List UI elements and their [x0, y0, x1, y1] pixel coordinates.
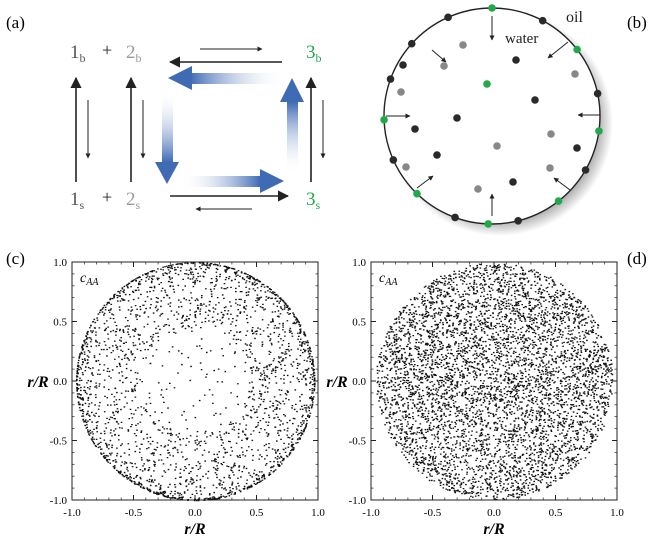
panel-label-a: (a)	[6, 13, 25, 32]
boundary-particle	[554, 197, 563, 205]
boundary-particle	[581, 166, 590, 174]
interior-particle	[483, 80, 491, 88]
interior-particle	[399, 61, 407, 69]
y-axis-label: r/R	[326, 374, 348, 391]
interior-particle	[402, 163, 410, 171]
interior-particle	[459, 41, 467, 49]
plus-bottom: +	[102, 187, 112, 207]
in-plot-label: cAA	[80, 271, 99, 288]
boundary-particle	[413, 189, 421, 198]
x-tick-label: 1.0	[311, 507, 325, 519]
x-axis-label: r/R	[184, 521, 206, 538]
boundary-particle	[484, 220, 493, 228]
species-3s: 3s	[306, 189, 321, 212]
x-tick-label: 0.5	[250, 507, 264, 519]
y-tick-label: -0.5	[349, 436, 367, 448]
boundary-particle	[538, 16, 547, 25]
y-tick-label: 0.0	[352, 376, 366, 388]
species-1b: 1b	[70, 42, 86, 65]
interior-particle	[453, 114, 461, 122]
interior-particle	[531, 96, 539, 104]
scatter-plot-c: -1.0 -0.5 0.0 0.5 1.0 1.0 0.5 0.0 -0.5 -1.0 r/R r/R…	[27, 257, 325, 538]
inward-arrow	[431, 49, 447, 63]
boundary-particle	[451, 213, 459, 222]
y-axis-label: r/R	[27, 374, 49, 391]
scatter-plot-d: -1.0 -0.5 0.0 0.5 1.0 1.0 0.5 0.0 -0.5 -1.0 r/R r/R…	[326, 257, 624, 538]
droplet-particles	[380, 4, 603, 228]
boundary-particle	[389, 156, 398, 164]
y-tick-label: 0.0	[53, 376, 67, 388]
species-3b: 3b	[306, 42, 322, 65]
interior-particle	[433, 151, 441, 159]
boundary-particle	[595, 127, 603, 135]
species-2s: 2s	[126, 189, 141, 212]
in-plot-label: cAA	[379, 271, 398, 288]
interior-particle	[571, 70, 579, 78]
x-tick-label: 1.0	[610, 507, 624, 519]
inward-arrow	[553, 177, 571, 191]
x-tick-label: 0.5	[549, 507, 563, 519]
interior-particle	[573, 144, 581, 152]
boundary-particle	[380, 115, 388, 124]
interior-particle	[474, 185, 482, 193]
boundary-particle	[488, 4, 496, 12]
panel-label-c: (c)	[6, 249, 25, 268]
scatter-points	[376, 263, 614, 501]
x-tick-label: -1.0	[362, 507, 380, 519]
label-oil: oil	[566, 9, 583, 26]
boundary-particle	[407, 39, 416, 48]
label-water: water	[505, 31, 538, 47]
plus-top: +	[102, 40, 112, 60]
panel-label-b: (b)	[627, 13, 647, 32]
y-tick-label: -0.5	[50, 436, 68, 448]
droplet-diagram: oil water	[380, 4, 613, 236]
boundary-particle	[444, 13, 452, 22]
boundary-particle	[593, 89, 602, 98]
interior-particle	[411, 125, 419, 133]
x-tick-label: -0.5	[424, 507, 442, 519]
interior-particle	[509, 178, 517, 186]
inward-arrow	[416, 175, 434, 189]
x-tick-label: -0.5	[125, 507, 143, 519]
interior-particle	[397, 88, 405, 96]
boundary-particle	[514, 216, 522, 225]
boundary-particle	[386, 75, 395, 83]
interior-particle	[546, 164, 554, 172]
y-tick-label: 1.0	[352, 257, 366, 269]
interior-particle	[440, 62, 448, 70]
species-1s: 1s	[70, 189, 85, 212]
y-tick-label: 0.5	[352, 317, 366, 329]
y-tick-label: -1.0	[349, 495, 367, 507]
scatter-points	[76, 262, 316, 502]
x-tick-label: -1.0	[63, 507, 81, 519]
panel-label-d: (d)	[627, 249, 647, 268]
species-2b: 2b	[126, 42, 142, 65]
blue-cycle-arrows	[155, 66, 304, 193]
y-tick-label: -1.0	[50, 495, 68, 507]
reaction-cycle-diagram: 1b + 2b 3b 1s + 2s 3s	[70, 40, 326, 212]
boundary-particle	[573, 45, 581, 54]
x-tick-label: 0.0	[487, 507, 501, 519]
interior-particle	[493, 142, 501, 150]
inward-arrow	[547, 41, 569, 59]
y-tick-label: 0.5	[53, 317, 67, 329]
x-axis-label: r/R	[483, 521, 505, 538]
y-tick-label: 1.0	[53, 257, 67, 269]
interior-particle	[547, 130, 555, 138]
x-tick-label: 0.0	[188, 507, 202, 519]
interior-particle	[512, 56, 520, 64]
